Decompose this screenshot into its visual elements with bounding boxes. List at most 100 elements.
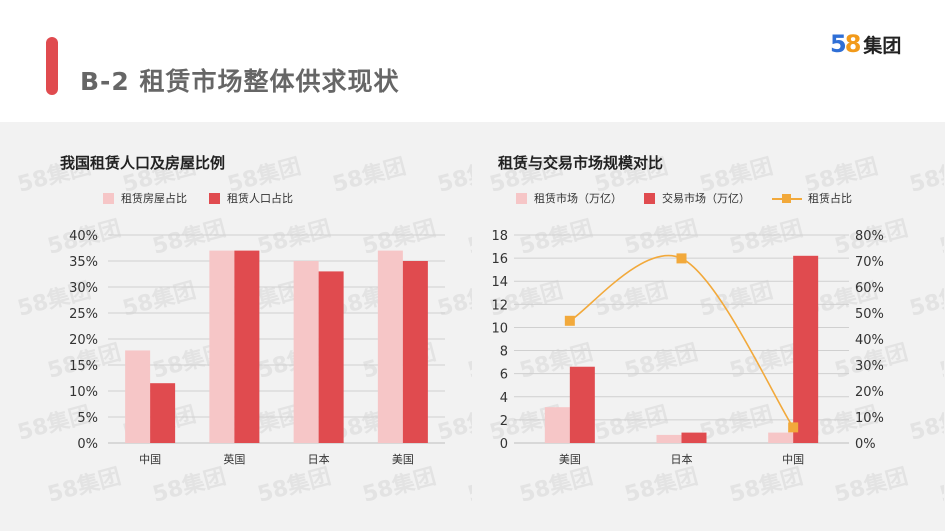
watermark: 58集团 — [907, 401, 944, 445]
watermark: 58集团 — [517, 463, 596, 507]
watermark: 58集团 — [592, 277, 671, 321]
legend-label: 租赁人口占比 — [227, 192, 293, 205]
y-tick-label-right: 30% — [855, 359, 884, 374]
y-tick-label: 10% — [69, 385, 98, 400]
bar — [125, 350, 151, 443]
bar — [569, 366, 595, 443]
watermark: 58集团 — [937, 463, 944, 507]
y-tick-label-right: 20% — [855, 385, 884, 400]
y-tick-label: 40% — [69, 229, 98, 244]
legend-item-rental-ratio: 租赁占比 — [772, 190, 852, 206]
watermark: 58集团 — [120, 277, 199, 321]
watermark: 58集团 — [330, 153, 409, 197]
watermark: 58集团 — [727, 463, 806, 507]
line-marker — [676, 253, 687, 264]
watermark: 58集团 — [832, 463, 911, 507]
bar — [681, 432, 707, 443]
y-tick-label-left: 18 — [491, 229, 508, 244]
y-tick-label-left: 4 — [500, 391, 508, 406]
watermark: 58集团 — [907, 153, 944, 197]
bar — [656, 434, 682, 443]
legend-label: 租赁占比 — [808, 192, 852, 205]
y-tick-label: 20% — [69, 333, 98, 348]
right-legend: 租赁市场（万亿） 交易市场（万亿） 租赁占比 — [516, 190, 874, 206]
bar — [293, 261, 319, 443]
y-tick-label-left: 6 — [500, 368, 508, 383]
y-tick-label-right: 70% — [855, 255, 884, 270]
y-tick-label-right: 40% — [855, 333, 884, 348]
legend-label: 交易市场（万亿） — [662, 192, 750, 205]
bar — [793, 255, 819, 443]
y-tick-label-left: 14 — [491, 275, 508, 290]
watermark: 58集团 — [622, 463, 701, 507]
legend-item-rental-housing: 租赁房屋占比 — [103, 190, 187, 206]
left-chart-title: 我国租赁人口及房屋比例 — [60, 154, 226, 172]
line-marker — [788, 422, 799, 433]
bar — [768, 432, 794, 443]
bar — [318, 271, 344, 443]
y-tick-label-right: 10% — [855, 411, 884, 426]
legend-item-rental-market: 租赁市场（万亿） — [516, 190, 622, 206]
page-title: B-2 租赁市场整体供求现状 — [80, 67, 400, 96]
y-tick-label-right: 0% — [855, 437, 876, 452]
watermark: 58集团 — [727, 215, 806, 259]
bar — [402, 261, 428, 443]
x-tick-label: 日本 — [671, 452, 693, 466]
y-tick-label: 30% — [69, 281, 98, 296]
watermark: 58集团 — [360, 463, 439, 507]
x-tick-label: 中国 — [139, 453, 161, 466]
y-tick-label: 35% — [69, 255, 98, 270]
legend-item-rental-population: 租赁人口占比 — [209, 190, 293, 206]
watermark: 58集团 — [435, 153, 472, 197]
logo-text: 集团 — [863, 34, 902, 57]
logo-number: 58 — [830, 30, 861, 58]
legend-item-transaction-market: 交易市场（万亿） — [644, 190, 750, 206]
left-chart: 58集团 58集团 58集团 58集团 58集团 58集团 58集团 58集团 58集团 58集团… — [15, 153, 472, 507]
watermark: 58集团 — [255, 215, 334, 259]
y-tick-label-right: 80% — [855, 229, 884, 244]
legend-label: 租赁市场（万亿） — [534, 192, 622, 205]
bar — [209, 250, 235, 443]
line-marker — [564, 315, 575, 326]
bar — [234, 250, 260, 443]
x-tick-label: 美国 — [559, 453, 581, 466]
right-chart-panel: 58集团 58集团 58集团 58集团 58集团 58集团 58集团 58集团 58集团 58集团… — [472, 122, 944, 531]
bar — [377, 250, 403, 443]
watermark: 58集团 — [907, 277, 944, 321]
y-tick-label-left: 10 — [491, 321, 508, 336]
watermark: 58集团 — [622, 339, 701, 383]
watermark: 58集团 — [465, 215, 472, 259]
left-legend: 租赁房屋占比 租赁人口占比 — [103, 190, 315, 206]
y-tick-label-right: 60% — [855, 281, 884, 296]
y-tick-label: 25% — [69, 307, 98, 322]
watermark: 58集团 — [465, 463, 472, 507]
y-tick-label-left: 12 — [491, 298, 508, 313]
watermark: 58集团 — [435, 277, 472, 321]
brand-logo: 58 集团 — [830, 30, 901, 58]
watermark: 58集团 — [150, 463, 229, 507]
watermark: 58集团 — [622, 215, 701, 259]
watermark: 58集团 — [517, 215, 596, 259]
y-tick-label-left: 16 — [491, 252, 508, 267]
header: B-2 租赁市场整体供求现状 58 集团 — [0, 0, 945, 122]
left-chart-panel: 58集团 58集团 58集团 58集团 58集团 58集团 58集团 58集团 58集团 58集团… — [0, 122, 472, 531]
y-tick-label-right: 50% — [855, 307, 884, 322]
x-tick-label: 中国 — [782, 453, 804, 466]
watermark: 58集团 — [255, 463, 334, 507]
legend-label: 租赁房屋占比 — [121, 192, 187, 205]
y-tick-label-left: 8 — [500, 345, 508, 360]
watermark: 58集团 — [937, 215, 944, 259]
watermark: 58集团 — [465, 339, 472, 383]
title-accent-bar — [46, 37, 58, 95]
watermark: 58集团 — [45, 463, 124, 507]
y-tick-label: 15% — [69, 359, 98, 374]
content-area: 58集团 58集团 58集团 58集团 58集团 58集团 58集团 58集团 58集团 58集团… — [0, 122, 945, 531]
y-tick-label-left: 2 — [500, 414, 508, 429]
right-chart-title: 租赁与交易市场规模对比 — [498, 154, 664, 172]
right-chart: 58集团 58集团 58集团 58集团 58集团 58集团 58集团 58集团 58集团 58集团… — [487, 153, 944, 507]
legend-line-swatch — [772, 193, 802, 204]
legend-swatch — [644, 192, 655, 204]
legend-swatch — [103, 192, 114, 204]
y-tick-label: 5% — [77, 411, 98, 426]
watermark: 58集团 — [937, 339, 944, 383]
